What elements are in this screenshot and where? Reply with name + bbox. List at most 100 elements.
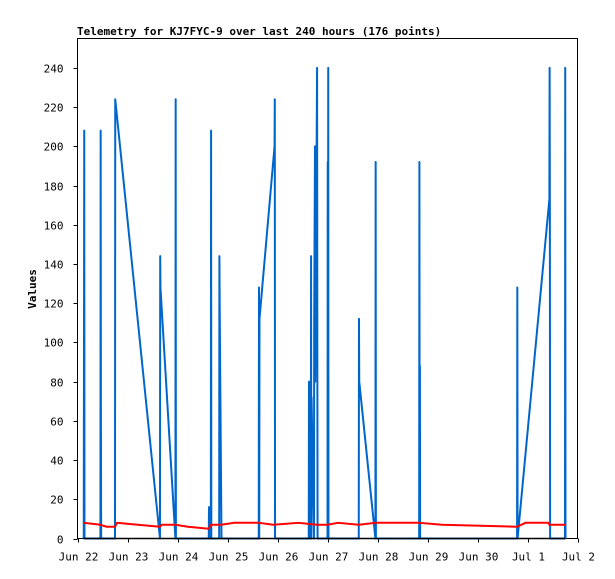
data-point xyxy=(310,255,312,257)
data-point xyxy=(418,522,420,524)
data-point xyxy=(516,286,518,289)
y-tick-label: 120 xyxy=(44,298,64,311)
data-point xyxy=(358,318,360,320)
data-point xyxy=(116,522,118,524)
y-tick-label: 40 xyxy=(50,455,63,468)
data-point xyxy=(114,98,116,100)
data-point xyxy=(100,412,102,414)
data-point xyxy=(516,526,518,528)
data-point xyxy=(316,349,318,351)
data-point xyxy=(313,318,315,320)
x-tick-label: Jun 23 xyxy=(109,551,149,564)
data-point xyxy=(273,145,276,147)
data-point xyxy=(314,145,316,147)
data-point xyxy=(258,286,260,289)
y-tick-label: 0 xyxy=(57,534,64,547)
x-axis: Jun 22 Jun 23 Jun 24 Jun 25 Jun 26 Jun 27 Jun … xyxy=(59,538,595,564)
x-tick-label: Jun 28 xyxy=(359,551,399,564)
data-point xyxy=(83,537,85,540)
data-point xyxy=(327,67,329,69)
data-point xyxy=(419,365,421,367)
data-point xyxy=(358,381,360,383)
data-point xyxy=(159,286,162,289)
data-point xyxy=(210,130,212,132)
data-point xyxy=(161,524,163,526)
data-point xyxy=(258,522,260,524)
y-tick-label: 180 xyxy=(44,181,64,194)
y-tick-label: 200 xyxy=(44,141,64,154)
data-point xyxy=(326,524,329,526)
data-point xyxy=(233,522,235,524)
data-point xyxy=(418,161,421,163)
data-point xyxy=(218,255,221,257)
data-point xyxy=(159,255,161,257)
data-point xyxy=(274,98,276,100)
data-point xyxy=(564,524,566,526)
data-point xyxy=(175,98,177,100)
data-point xyxy=(258,318,261,320)
data-point xyxy=(310,396,313,398)
data-point xyxy=(159,526,161,528)
data-point xyxy=(100,130,102,132)
x-tick-label: Jul 2 xyxy=(562,551,595,564)
chart-title: Telemetry for KJ7FYC-9 over last 240 hou… xyxy=(77,25,441,38)
data-point xyxy=(220,506,222,508)
data-point xyxy=(375,161,377,163)
x-tick-label: Jun 27 xyxy=(309,551,349,564)
x-tick-label: Jun 29 xyxy=(409,551,449,564)
data-point xyxy=(187,526,189,528)
data-point xyxy=(297,522,299,524)
data-point xyxy=(308,381,310,383)
y-tick-label: 140 xyxy=(44,259,64,272)
y-axis: 0 20 40 60 80 100 120 140 160 180 200 220 240 xyxy=(44,63,78,547)
x-tick-label: Jul 1 xyxy=(512,551,545,564)
y-tick-label: 160 xyxy=(44,220,64,233)
data-point xyxy=(219,302,221,304)
y-axis-label: Values xyxy=(26,269,39,309)
data-point xyxy=(564,67,566,69)
series-layer xyxy=(82,66,567,540)
data-point xyxy=(106,526,108,528)
data-point xyxy=(441,524,443,526)
data-point xyxy=(272,524,274,526)
data-point xyxy=(208,528,210,530)
y-tick-label: 220 xyxy=(44,102,64,115)
data-point xyxy=(208,506,210,508)
y-tick-label: 80 xyxy=(50,377,63,390)
data-point xyxy=(83,522,85,524)
y-tick-label: 240 xyxy=(44,63,64,76)
y-tick-label: 20 xyxy=(50,494,63,507)
y-tick-label: 100 xyxy=(44,337,64,350)
data-point xyxy=(337,522,339,524)
data-point xyxy=(314,381,316,383)
data-point xyxy=(548,198,550,200)
x-tick-label: Jun 30 xyxy=(459,551,499,564)
data-point xyxy=(358,524,360,526)
data-point xyxy=(316,67,318,69)
data-point xyxy=(99,524,102,526)
data-point xyxy=(564,537,566,540)
data-point xyxy=(547,522,549,524)
data-point xyxy=(210,524,212,526)
data-point xyxy=(549,67,551,69)
x-tick-label: Jun 26 xyxy=(259,551,299,564)
y-tick-label: 60 xyxy=(50,416,63,429)
series-2 xyxy=(83,537,566,540)
series-1 xyxy=(83,521,566,530)
x-tick-label: Jun 22 xyxy=(59,551,99,564)
x-tick-label: Jun 25 xyxy=(209,551,249,564)
data-point xyxy=(114,526,116,528)
data-point xyxy=(174,524,177,526)
data-point xyxy=(220,524,222,526)
data-point xyxy=(374,522,377,524)
series-line xyxy=(83,521,565,530)
data-point xyxy=(316,524,318,526)
data-point xyxy=(548,524,550,526)
data-point xyxy=(83,332,85,334)
data-point xyxy=(83,130,85,132)
data-point xyxy=(524,522,527,524)
data-point xyxy=(549,208,551,210)
x-tick-label: Jun 24 xyxy=(159,551,199,564)
data-point xyxy=(327,161,329,163)
